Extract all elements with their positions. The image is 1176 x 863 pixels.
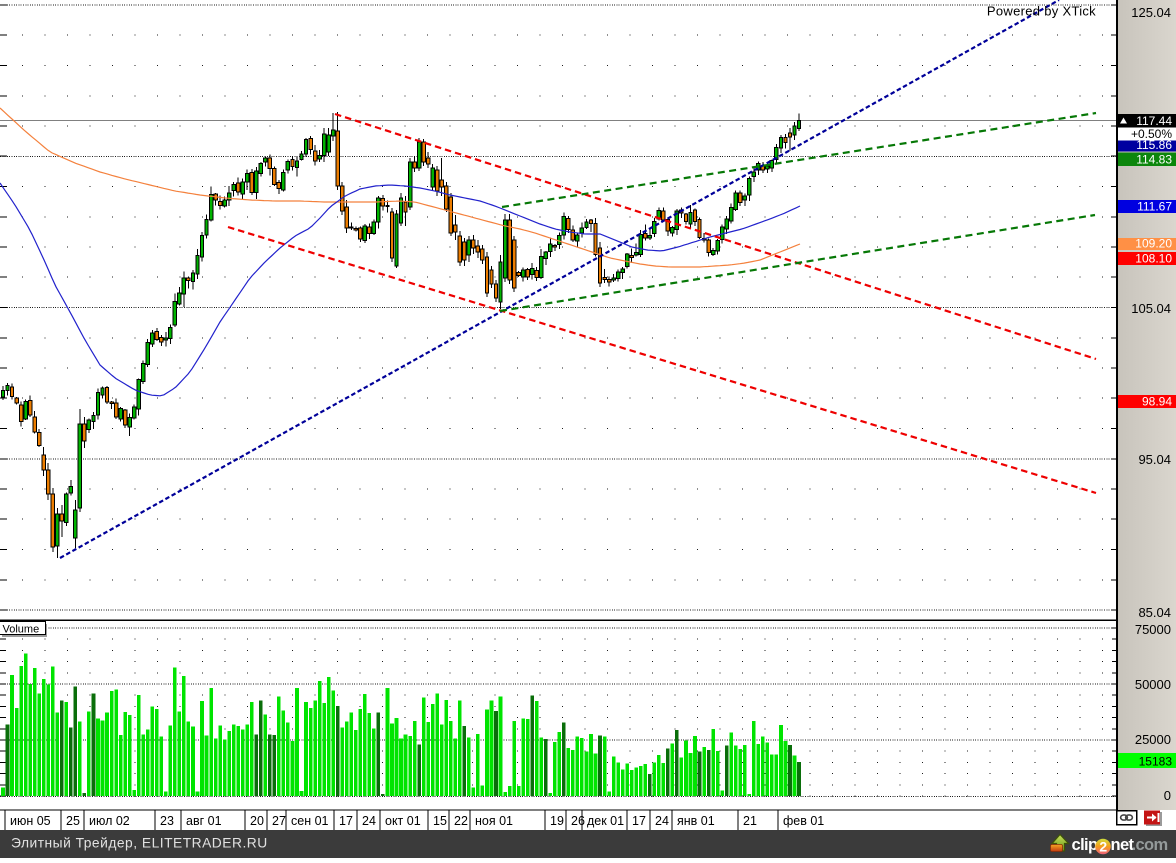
svg-text:24: 24 (362, 814, 376, 828)
svg-text:24: 24 (655, 814, 669, 828)
svg-text:15183: 15183 (1139, 755, 1173, 769)
svg-text:85.04: 85.04 (1138, 605, 1171, 620)
svg-text:26: 26 (571, 814, 585, 828)
svg-text:.com: .com (1132, 836, 1168, 854)
svg-text:Powered by XTick: Powered by XTick (987, 4, 1096, 19)
svg-text:125.04: 125.04 (1131, 5, 1171, 20)
svg-text:clip: clip (1072, 836, 1099, 854)
svg-text:75000: 75000 (1135, 622, 1171, 637)
svg-text:23: 23 (160, 814, 174, 828)
svg-text:19: 19 (550, 814, 564, 828)
svg-text:ноя 01: ноя 01 (475, 814, 513, 828)
svg-text:Volume: Volume (3, 624, 40, 636)
svg-text:июн 05: июн 05 (10, 814, 51, 828)
svg-text:20: 20 (250, 814, 264, 828)
svg-text:Элитный Трейдер, ELITETRADER.R: Элитный Трейдер, ELITETRADER.RU (11, 836, 268, 851)
svg-text:109.20: 109.20 (1135, 237, 1172, 251)
svg-text:авг 01: авг 01 (186, 814, 222, 828)
svg-text:17: 17 (339, 814, 353, 828)
svg-text:105.04: 105.04 (1131, 301, 1171, 316)
svg-text:98.94: 98.94 (1142, 395, 1172, 409)
svg-text:95.04: 95.04 (1138, 452, 1171, 467)
svg-text:июл 02: июл 02 (89, 814, 130, 828)
svg-text:111.67: 111.67 (1137, 200, 1172, 214)
svg-text:+0.50%: +0.50% (1131, 127, 1172, 141)
svg-text:0: 0 (1164, 788, 1171, 803)
svg-text:22: 22 (454, 814, 468, 828)
svg-text:21: 21 (743, 814, 757, 828)
svg-text:114.83: 114.83 (1136, 153, 1172, 167)
svg-text:net: net (1111, 836, 1135, 854)
svg-text:фев 01: фев 01 (783, 814, 824, 828)
svg-text:108.10: 108.10 (1135, 252, 1172, 266)
svg-text:15: 15 (433, 814, 447, 828)
svg-text:27: 27 (272, 814, 286, 828)
svg-text:сен 01: сен 01 (291, 814, 329, 828)
svg-text:окт 01: окт 01 (385, 814, 421, 828)
svg-text:дек 01: дек 01 (587, 814, 624, 828)
svg-text:117.44: 117.44 (1136, 114, 1172, 128)
svg-text:25: 25 (66, 814, 80, 828)
svg-text:17: 17 (632, 814, 646, 828)
svg-text:50000: 50000 (1135, 677, 1171, 692)
svg-text:2: 2 (1099, 839, 1107, 855)
svg-text:115.86: 115.86 (1136, 138, 1172, 152)
svg-text:25000: 25000 (1135, 732, 1171, 747)
svg-text:янв 01: янв 01 (677, 814, 715, 828)
